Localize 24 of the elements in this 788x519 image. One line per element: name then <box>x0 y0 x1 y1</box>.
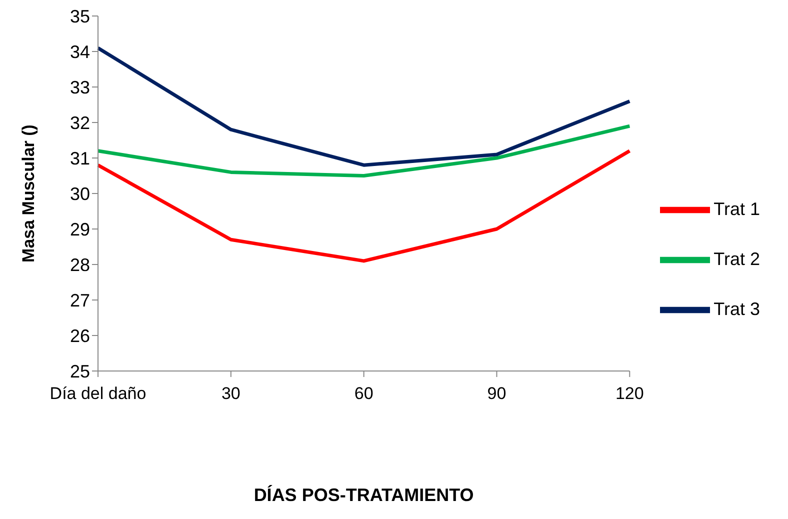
y-tick-label: 31 <box>70 148 90 168</box>
x-axis-title: DÍAS POS-TRATAMIENTO <box>254 485 474 505</box>
y-tick-label: 35 <box>70 6 90 26</box>
x-tick-label: 30 <box>221 384 240 404</box>
legend-label: Trat 3 <box>714 298 760 318</box>
x-tick-label: 60 <box>354 384 374 404</box>
y-tick-label: 26 <box>70 326 90 346</box>
line-series <box>96 124 632 178</box>
y-axis-title: Masa Muscular () <box>19 124 38 262</box>
line-series <box>96 46 632 167</box>
x-tick-label: Día del daño <box>50 384 146 404</box>
y-tick-label: 33 <box>70 77 90 98</box>
y-tick-label: 27 <box>70 290 90 310</box>
y-tick-label: 34 <box>70 42 90 62</box>
y-tick-label: 29 <box>70 219 90 240</box>
line-series <box>96 149 632 263</box>
legend-label: Trat 2 <box>714 248 760 268</box>
y-tick-label: 32 <box>70 112 90 133</box>
y-tick-label: 28 <box>70 254 90 275</box>
x-tick-label: 90 <box>487 384 506 404</box>
y-tick-label: 30 <box>70 184 90 204</box>
x-tick-label: 120 <box>615 384 644 404</box>
y-tick-label: 25 <box>70 361 90 382</box>
legend-label: Trat 1 <box>714 198 760 218</box>
